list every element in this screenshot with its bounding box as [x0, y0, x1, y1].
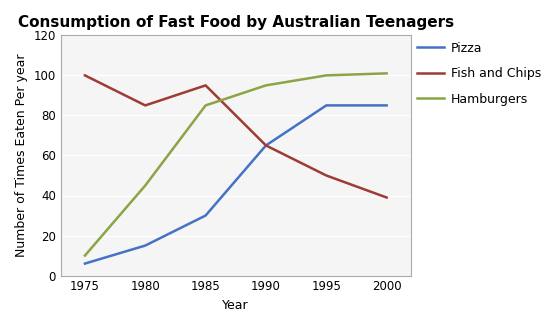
Legend: Pizza, Fish and Chips, Hamburgers: Pizza, Fish and Chips, Hamburgers — [417, 42, 541, 106]
Y-axis label: Number of Times Eaten Per year: Number of Times Eaten Per year — [15, 54, 28, 257]
Title: Consumption of Fast Food by Australian Teenagers: Consumption of Fast Food by Australian T… — [18, 15, 454, 30]
Fish and Chips — [262, 144, 269, 147]
Pizza — [383, 103, 390, 107]
Pizza — [82, 262, 88, 266]
Line: Hamburgers: Hamburgers — [85, 73, 386, 256]
Line: Fish and Chips: Fish and Chips — [85, 76, 386, 198]
Hamburgers — [262, 83, 269, 87]
Pizza — [202, 214, 209, 217]
Pizza — [262, 144, 269, 147]
Hamburgers — [383, 71, 390, 75]
Pizza — [142, 244, 148, 248]
Hamburgers — [323, 74, 330, 77]
Fish and Chips — [323, 174, 330, 178]
Hamburgers — [202, 103, 209, 107]
Fish and Chips — [82, 74, 88, 77]
X-axis label: Year: Year — [222, 299, 249, 312]
Fish and Chips — [142, 103, 148, 107]
Hamburgers — [142, 183, 148, 187]
Hamburgers — [82, 254, 88, 258]
Pizza — [323, 103, 330, 107]
Fish and Chips — [202, 83, 209, 87]
Fish and Chips — [383, 196, 390, 199]
Line: Pizza: Pizza — [85, 105, 386, 264]
